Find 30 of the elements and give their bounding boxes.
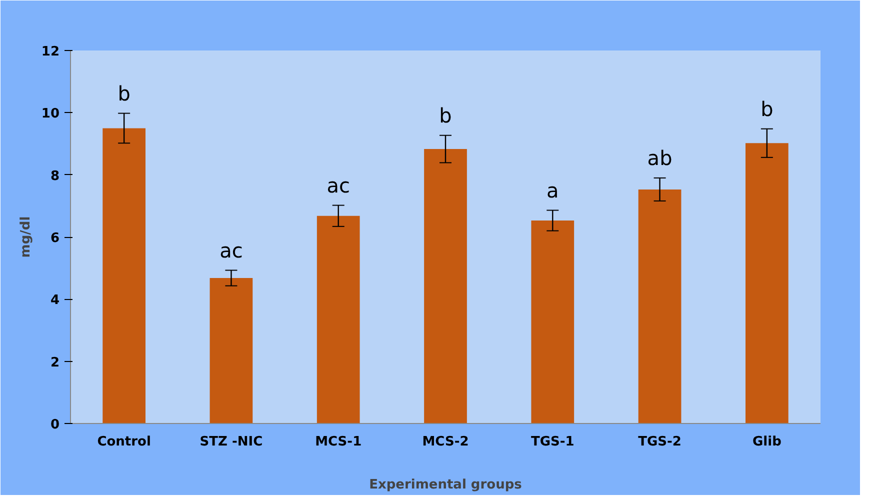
x-tick-label: MCS-1 bbox=[315, 434, 362, 450]
data-label: ac bbox=[220, 238, 243, 262]
y-tick-label: 12 bbox=[41, 44, 60, 60]
y-tick-label: 2 bbox=[50, 355, 60, 370]
y-tick-label: 10 bbox=[41, 106, 60, 122]
data-label: b bbox=[439, 103, 452, 128]
bar bbox=[746, 143, 788, 424]
y-tick-label: 6 bbox=[50, 231, 60, 246]
x-tick-label: TGS-2 bbox=[638, 434, 682, 450]
x-tick-label: Control bbox=[97, 434, 151, 450]
y-tick-label: 0 bbox=[50, 418, 60, 432]
bar bbox=[316, 216, 360, 424]
y-axis-title: mg/dl bbox=[18, 216, 34, 258]
data-label: b bbox=[118, 81, 130, 106]
data-label: ac bbox=[326, 173, 350, 198]
data-label: ab bbox=[647, 146, 672, 170]
data-label: b bbox=[760, 96, 774, 121]
bar bbox=[638, 189, 682, 424]
x-tick-label: STZ -NIC bbox=[200, 434, 263, 450]
y-tick-label: 4 bbox=[50, 293, 60, 308]
bar bbox=[210, 278, 253, 424]
bar bbox=[424, 149, 467, 424]
x-tick-label: TGS-1 bbox=[530, 434, 574, 450]
x-tick-label: Glib bbox=[752, 434, 782, 450]
bar bbox=[531, 220, 574, 424]
y-tick-label: 8 bbox=[50, 168, 60, 184]
bar bbox=[102, 128, 146, 424]
x-tick-label: MCS-2 bbox=[422, 434, 469, 450]
data-label: a bbox=[546, 178, 559, 202]
x-axis-title: Experimental groups bbox=[369, 478, 522, 492]
